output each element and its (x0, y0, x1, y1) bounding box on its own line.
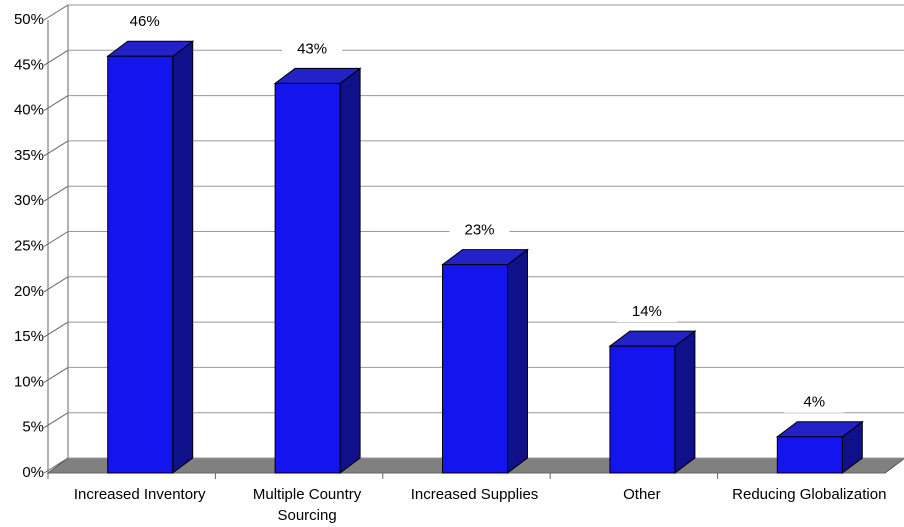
y-tick-label: 50% (14, 11, 44, 28)
value-label-bg (616, 302, 677, 323)
bar-side (507, 248, 528, 474)
y-tick-label: 30% (14, 192, 44, 209)
bar (274, 82, 341, 474)
value-label-bg (282, 39, 343, 60)
value-label-bg (449, 220, 510, 241)
x-tick-label: Increased Inventory (73, 486, 206, 503)
y-tick-label: 20% (14, 283, 44, 300)
bar (107, 55, 174, 474)
y-tick-label: 5% (22, 419, 44, 436)
value-label: 46% (130, 13, 160, 30)
y-tick-label: 10% (14, 373, 44, 390)
y-tick-label: 35% (14, 147, 44, 164)
x-tick-label: Other (623, 486, 661, 503)
bar (776, 436, 843, 474)
y-tick-label: 45% (14, 56, 44, 73)
x-tick-label: Increased Supplies (410, 486, 539, 503)
tick-connector (43, 4, 69, 21)
value-label-bg (784, 392, 845, 413)
value-label: 23% (464, 222, 494, 239)
bar-side (674, 330, 696, 474)
bar (442, 264, 508, 474)
bar (609, 345, 676, 474)
bar-side (339, 67, 361, 474)
x-tick-label: Reducing Globalization (732, 486, 887, 503)
y-tick-label: 40% (14, 102, 44, 119)
y-tick-label: 15% (14, 328, 44, 345)
y-tick-label: 25% (14, 237, 44, 254)
value-label: 14% (632, 303, 662, 320)
value-label: 43% (297, 40, 327, 57)
value-label: 4% (803, 394, 825, 411)
bar-side (172, 40, 194, 474)
y-tick-label: 0% (22, 464, 44, 481)
x-tick-label: Multiple Country Sourcing (252, 486, 362, 524)
value-label-bg (114, 12, 175, 33)
